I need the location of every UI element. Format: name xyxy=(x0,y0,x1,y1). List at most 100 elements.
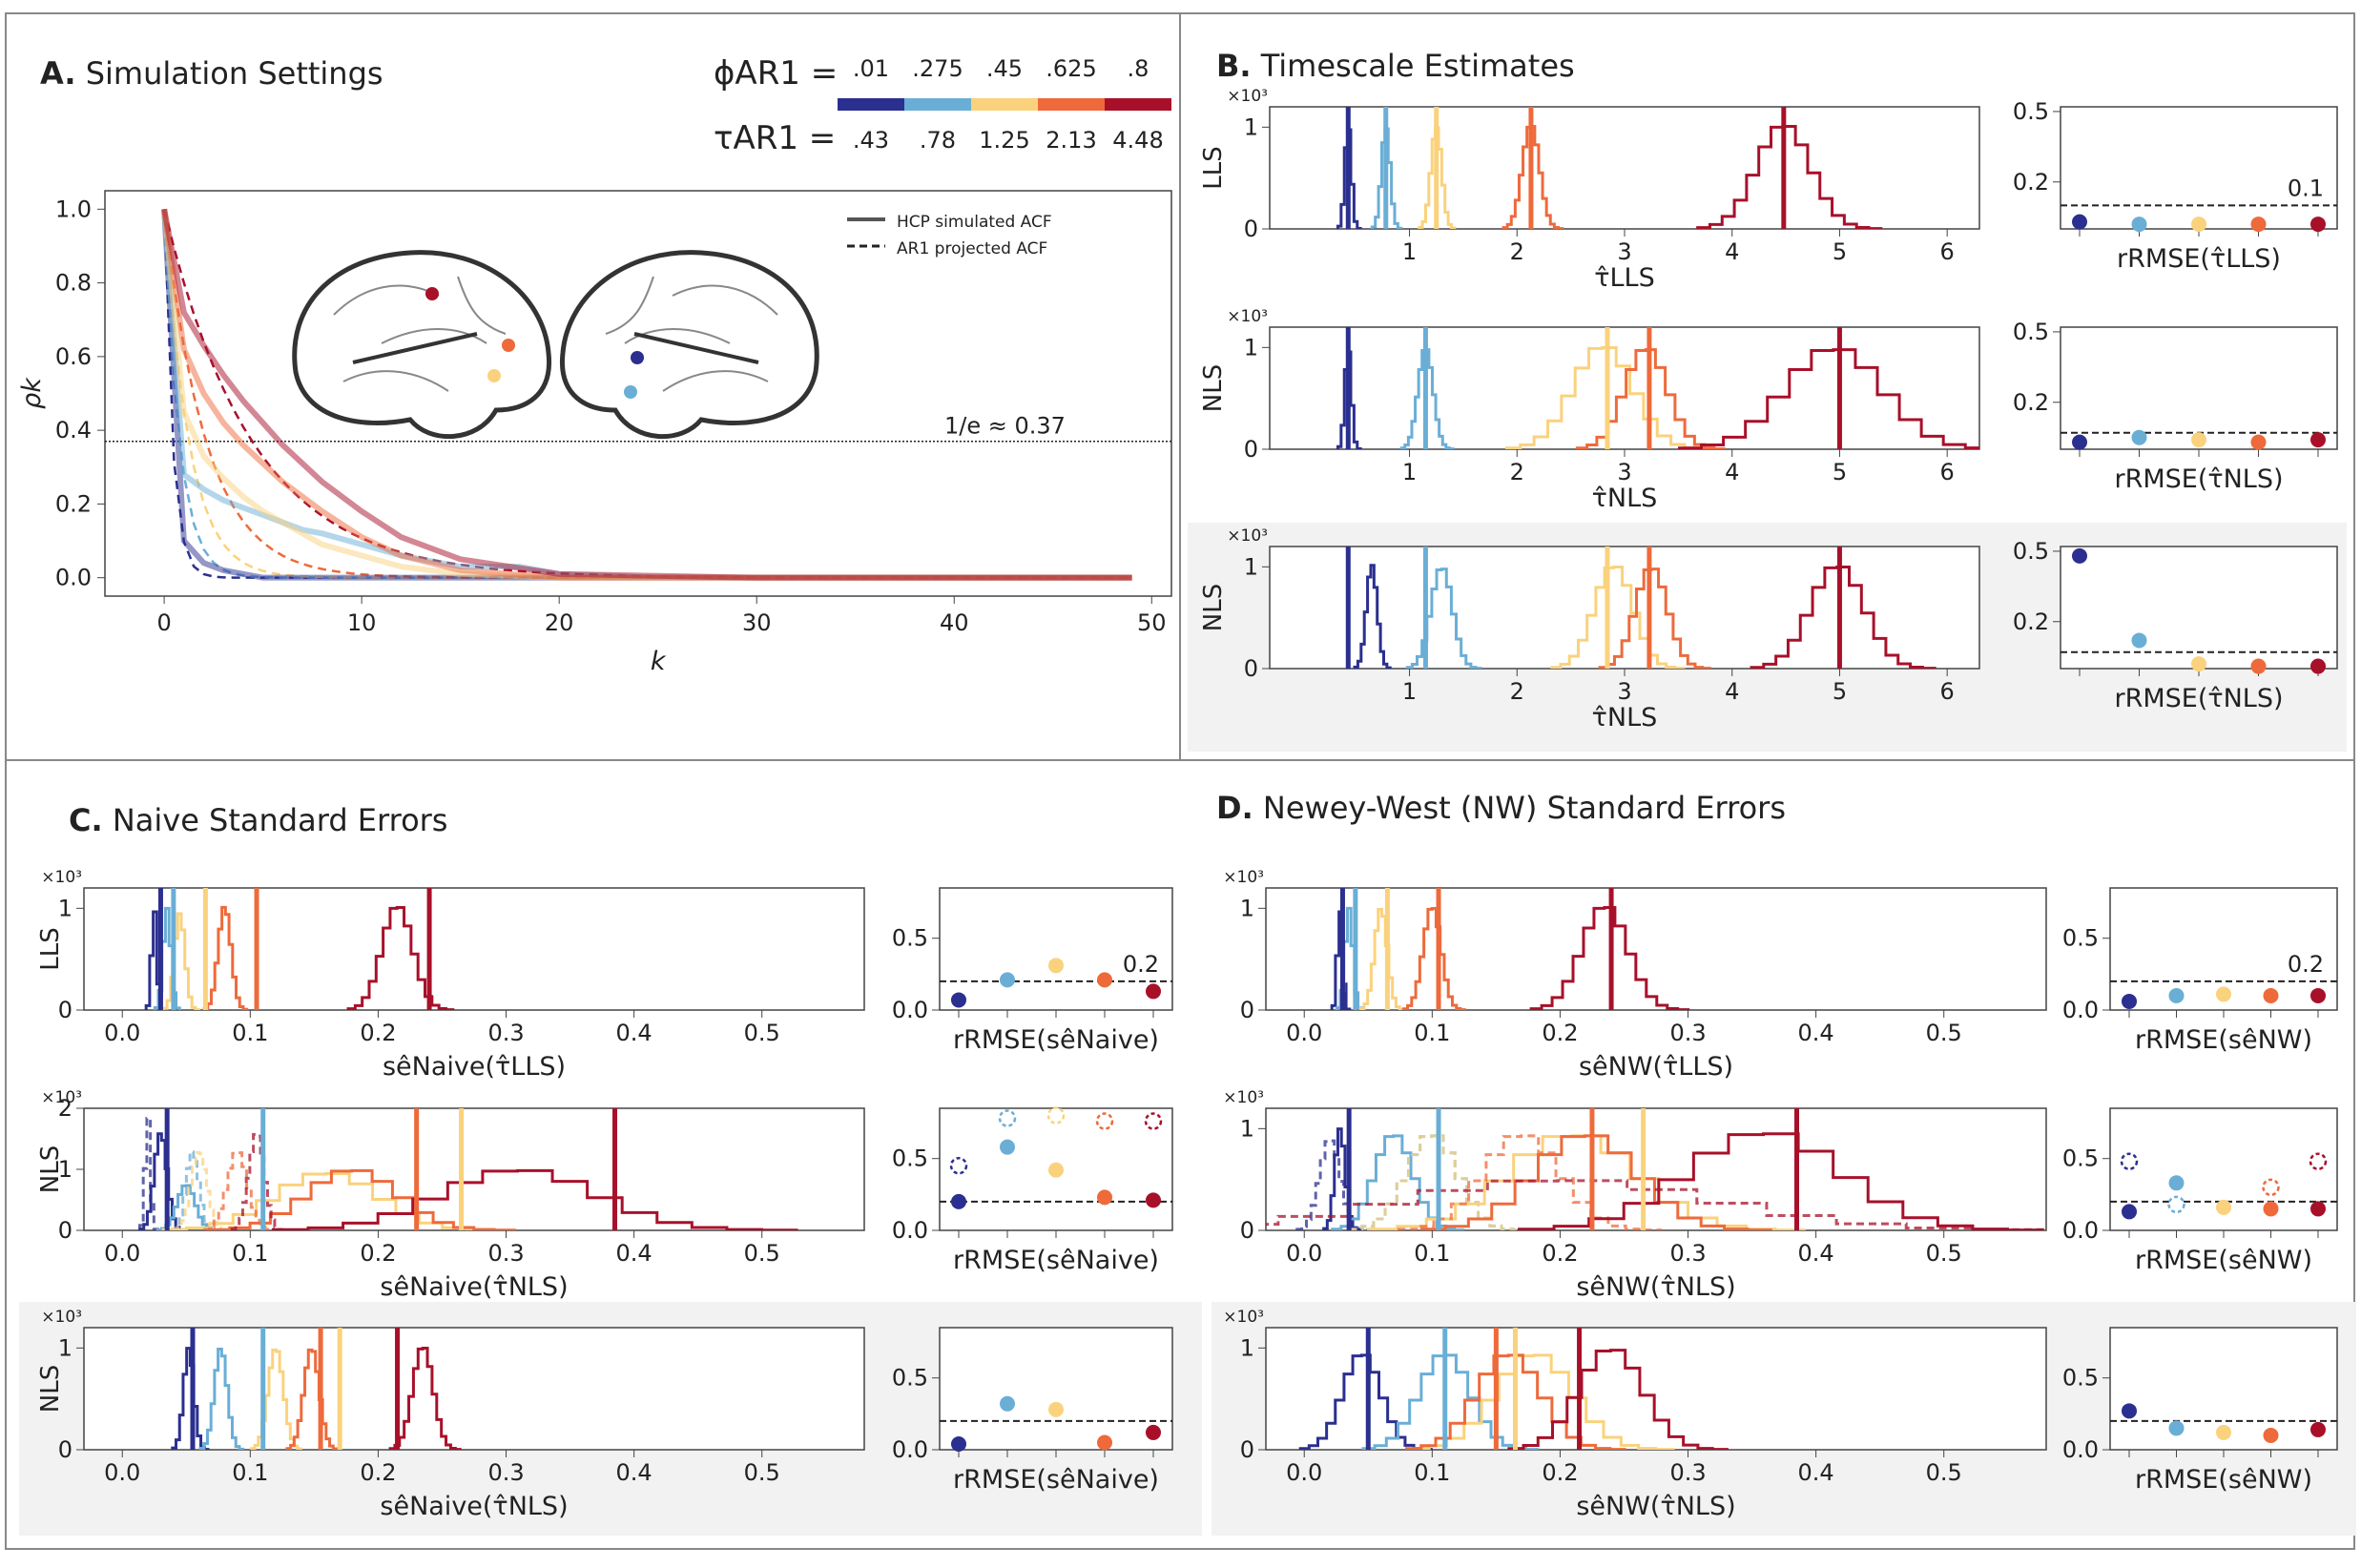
phi-label: ϕAR1 = xyxy=(714,54,838,93)
histogram-bars xyxy=(1345,547,1936,669)
rmse-reference-label: 0.2 xyxy=(2288,951,2324,978)
x-tick-label: 0.5 xyxy=(1926,1020,1962,1046)
rmse-point xyxy=(1097,1434,1112,1451)
brain-shape xyxy=(559,250,819,440)
x-axis-label: τ̂NLS xyxy=(1592,703,1658,732)
x-tick-label: 0 xyxy=(156,609,171,636)
row-label: NLS xyxy=(1199,584,1228,631)
x-tick-label: 4 xyxy=(1725,459,1739,485)
simulated-acf-line xyxy=(161,209,1132,581)
rmse-label: rRMSE(sêNaive) xyxy=(953,1025,1159,1055)
x-tick-label: 0.4 xyxy=(1798,1459,1834,1486)
region-dot xyxy=(487,369,501,382)
rmse-frame xyxy=(939,1107,1173,1231)
y-tick-label: 0.8 xyxy=(55,270,92,297)
rmse-frame xyxy=(939,1327,1173,1451)
dashed-histogram xyxy=(137,1117,159,1230)
x-tick-label: 0.1 xyxy=(1414,1020,1450,1046)
y-scale-label: ×10³ xyxy=(41,1308,82,1327)
y-tick-label: 0.0 xyxy=(892,1436,928,1463)
rmse-point xyxy=(1048,1162,1064,1178)
histogram-series xyxy=(1420,1134,1772,1230)
acf-legend: HCP simulated ACF AR1 projected ACF xyxy=(847,213,1052,258)
x-tick-label: 5 xyxy=(1833,238,1847,265)
x-tick-label: 6 xyxy=(1940,678,1955,705)
brain-fissure xyxy=(352,332,478,364)
histogram-series xyxy=(271,1168,798,1230)
x-tick-label: 1 xyxy=(1402,459,1417,485)
rmse-point xyxy=(2310,658,2326,674)
brain-illustrations xyxy=(292,250,819,440)
rmse-point-dashed xyxy=(1046,1106,1066,1124)
histogram-series xyxy=(202,905,249,1010)
phi-value: .01 xyxy=(853,55,889,82)
rmse-label: rRMSE(sêNaive) xyxy=(953,1465,1159,1495)
rmse-point xyxy=(951,992,966,1008)
histogram-series xyxy=(138,1132,185,1230)
y-tick-label: 1 xyxy=(1240,895,1254,921)
y-scale-label: ×10³ xyxy=(1227,526,1268,546)
histogram-series xyxy=(1361,1353,1540,1450)
rmse-point xyxy=(2072,214,2087,230)
rmse-point xyxy=(2216,986,2231,1002)
row-label: NLS xyxy=(36,1365,65,1413)
y-tick-label: 0 xyxy=(1240,1217,1254,1244)
y-scale-label: ×10³ xyxy=(1223,1308,1264,1327)
rmse-point xyxy=(1146,983,1161,1000)
rmse-point xyxy=(2131,632,2147,649)
x-tick-label: 0.3 xyxy=(487,1020,524,1046)
rmse-point xyxy=(2168,1420,2185,1436)
y-tick-label: 0.0 xyxy=(2062,997,2099,1023)
x-tick-label: 0.0 xyxy=(1286,1020,1322,1046)
y-tick-label: 0.0 xyxy=(2062,1217,2099,1244)
rmse-point xyxy=(1000,1395,1015,1412)
x-tick-label: 0.2 xyxy=(1542,1459,1578,1486)
histogram-panel-C-NLS-2: 0.0 0.1 0.2 0.3 0.4 0.5 0 1 ×10³ sêNaive(τ̂NLS) N… xyxy=(19,1302,1202,1536)
y-tick-label: 0.0 xyxy=(2062,1436,2099,1463)
y-tick-label: 0 xyxy=(58,997,72,1023)
rmse-frame xyxy=(2060,106,2338,230)
projected-acf-line xyxy=(162,209,1132,579)
histogram-bars xyxy=(1336,327,1979,449)
dashed-histogram xyxy=(230,1133,283,1230)
histogram-bars xyxy=(144,888,455,1010)
rmse-point xyxy=(2250,434,2267,450)
y-tick-label: 1 xyxy=(1240,1334,1254,1361)
panel-c-title: C. Naive Standard Errors xyxy=(69,802,447,838)
rmse-point xyxy=(1048,958,1064,974)
x-axis-label: k xyxy=(651,647,667,676)
rmse-point xyxy=(951,1193,966,1209)
x-tick-label: 5 xyxy=(1833,678,1847,705)
histogram-series xyxy=(285,1348,339,1450)
panel-d-title: D. Newey-West (NW) Standard Errors xyxy=(1216,790,1786,826)
x-tick-label: 0.1 xyxy=(232,1459,268,1486)
x-tick-label: 0.3 xyxy=(1669,1240,1706,1267)
rmse-point xyxy=(2191,656,2206,672)
y-tick-label: 0.5 xyxy=(2013,538,2049,565)
rmse-label: rRMSE(τ̂NLS) xyxy=(2114,684,2283,713)
rmse-point xyxy=(2250,658,2267,674)
x-tick-label: 30 xyxy=(742,609,772,636)
simulated-acf-line xyxy=(161,209,1132,581)
simulated-acf-line xyxy=(161,209,1132,581)
reference-line-label: 1/e ≈ 0.37 xyxy=(944,413,1066,440)
y-tick-label: 0.5 xyxy=(892,1145,928,1172)
y-tick-label: 1 xyxy=(1240,1115,1254,1142)
y-tick-label: 0.0 xyxy=(55,565,92,591)
simulated-acf-line xyxy=(161,208,1132,581)
dashed-histogram xyxy=(1397,1134,1663,1230)
rmse-point xyxy=(1097,972,1112,988)
y-tick-label: 0.5 xyxy=(2013,319,2049,345)
y-tick-label: 0.2 xyxy=(55,490,92,517)
y-tick-label: 1 xyxy=(58,1334,72,1361)
histogram-bars xyxy=(1330,888,1690,1010)
y-tick-label: 1.0 xyxy=(55,196,92,222)
colorbar-swatch xyxy=(838,98,904,111)
rmse-point xyxy=(1000,1139,1015,1155)
x-tick-label: 0.0 xyxy=(104,1240,140,1267)
acf-plot-frame xyxy=(104,190,1172,597)
histogram-series xyxy=(388,1347,462,1450)
y-tick-label: 0.2 xyxy=(2013,389,2049,416)
tau-value: .78 xyxy=(920,127,956,154)
x-tick-label: 0.2 xyxy=(1542,1240,1578,1267)
